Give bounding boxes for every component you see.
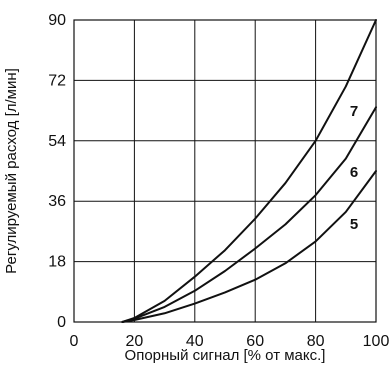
x-tick-0: 0 bbox=[70, 333, 79, 350]
curve-label-6: 6 bbox=[350, 164, 358, 181]
x-axis-label: Опорный сигнал [% от макс.] bbox=[125, 347, 326, 364]
y-tick-90: 90 bbox=[48, 12, 66, 29]
y-tick-0: 0 bbox=[57, 314, 66, 331]
x-tick-20: 20 bbox=[126, 333, 144, 350]
series-line-6 bbox=[121, 106, 377, 323]
series-line-7 bbox=[121, 19, 377, 323]
x-tick-labels: 0 20 40 60 80 100 bbox=[70, 333, 390, 350]
x-tick-40: 40 bbox=[186, 333, 204, 350]
x-tick-100: 100 bbox=[363, 333, 390, 350]
y-tick-labels: 0 18 36 54 72 90 bbox=[48, 12, 66, 331]
y-tick-36: 36 bbox=[48, 193, 66, 210]
curve-labels: 7 6 5 bbox=[350, 103, 358, 233]
y-tick-54: 54 bbox=[48, 133, 66, 150]
plot-frame bbox=[73, 19, 377, 323]
y-axis-label: Регулируемый расход [л/мин] bbox=[3, 68, 20, 274]
grid-layer bbox=[74, 20, 376, 322]
curve-label-7: 7 bbox=[350, 103, 358, 120]
series-line-5 bbox=[121, 170, 377, 323]
x-tick-80: 80 bbox=[307, 333, 325, 350]
series-layer bbox=[121, 19, 377, 323]
y-tick-72: 72 bbox=[48, 72, 66, 89]
x-tick-60: 60 bbox=[246, 333, 264, 350]
y-tick-18: 18 bbox=[48, 254, 66, 271]
curve-label-5: 5 bbox=[350, 216, 358, 233]
